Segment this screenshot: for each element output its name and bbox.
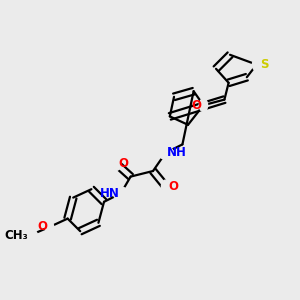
Text: O: O xyxy=(119,158,129,170)
Ellipse shape xyxy=(112,158,121,170)
Ellipse shape xyxy=(161,180,170,193)
Text: NH: NH xyxy=(167,146,187,159)
Ellipse shape xyxy=(199,99,208,112)
Text: S: S xyxy=(260,58,269,71)
Text: O: O xyxy=(168,180,178,193)
Text: O: O xyxy=(38,220,47,233)
Text: HN: HN xyxy=(100,187,119,200)
Ellipse shape xyxy=(158,146,173,159)
Text: O: O xyxy=(191,99,201,112)
Ellipse shape xyxy=(252,58,261,71)
Ellipse shape xyxy=(113,187,128,200)
Ellipse shape xyxy=(45,221,54,233)
Ellipse shape xyxy=(22,229,38,242)
Text: CH₃: CH₃ xyxy=(5,229,28,242)
